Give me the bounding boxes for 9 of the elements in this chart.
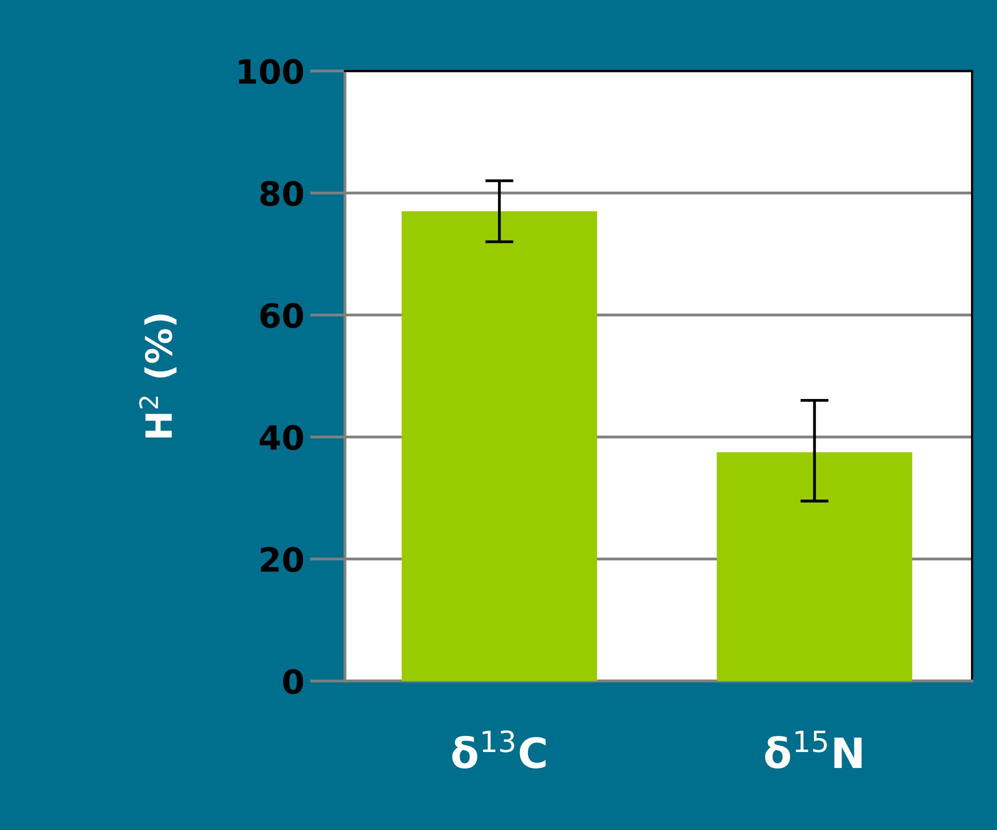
y-tick-label: 40 bbox=[260, 424, 304, 450]
y-axis-title: H$^{2}$ (%) bbox=[139, 314, 177, 438]
y-tick-label: 20 bbox=[260, 546, 304, 572]
x-tick-label: δ$^{13}$C bbox=[452, 730, 546, 769]
y-tick-label: 100 bbox=[238, 58, 304, 84]
x-tick-label: δ$^{15}$N bbox=[765, 730, 862, 769]
y-tick-label: 0 bbox=[283, 668, 304, 694]
y-tick-label: 80 bbox=[260, 180, 304, 206]
y-tick-label: 60 bbox=[260, 302, 304, 328]
